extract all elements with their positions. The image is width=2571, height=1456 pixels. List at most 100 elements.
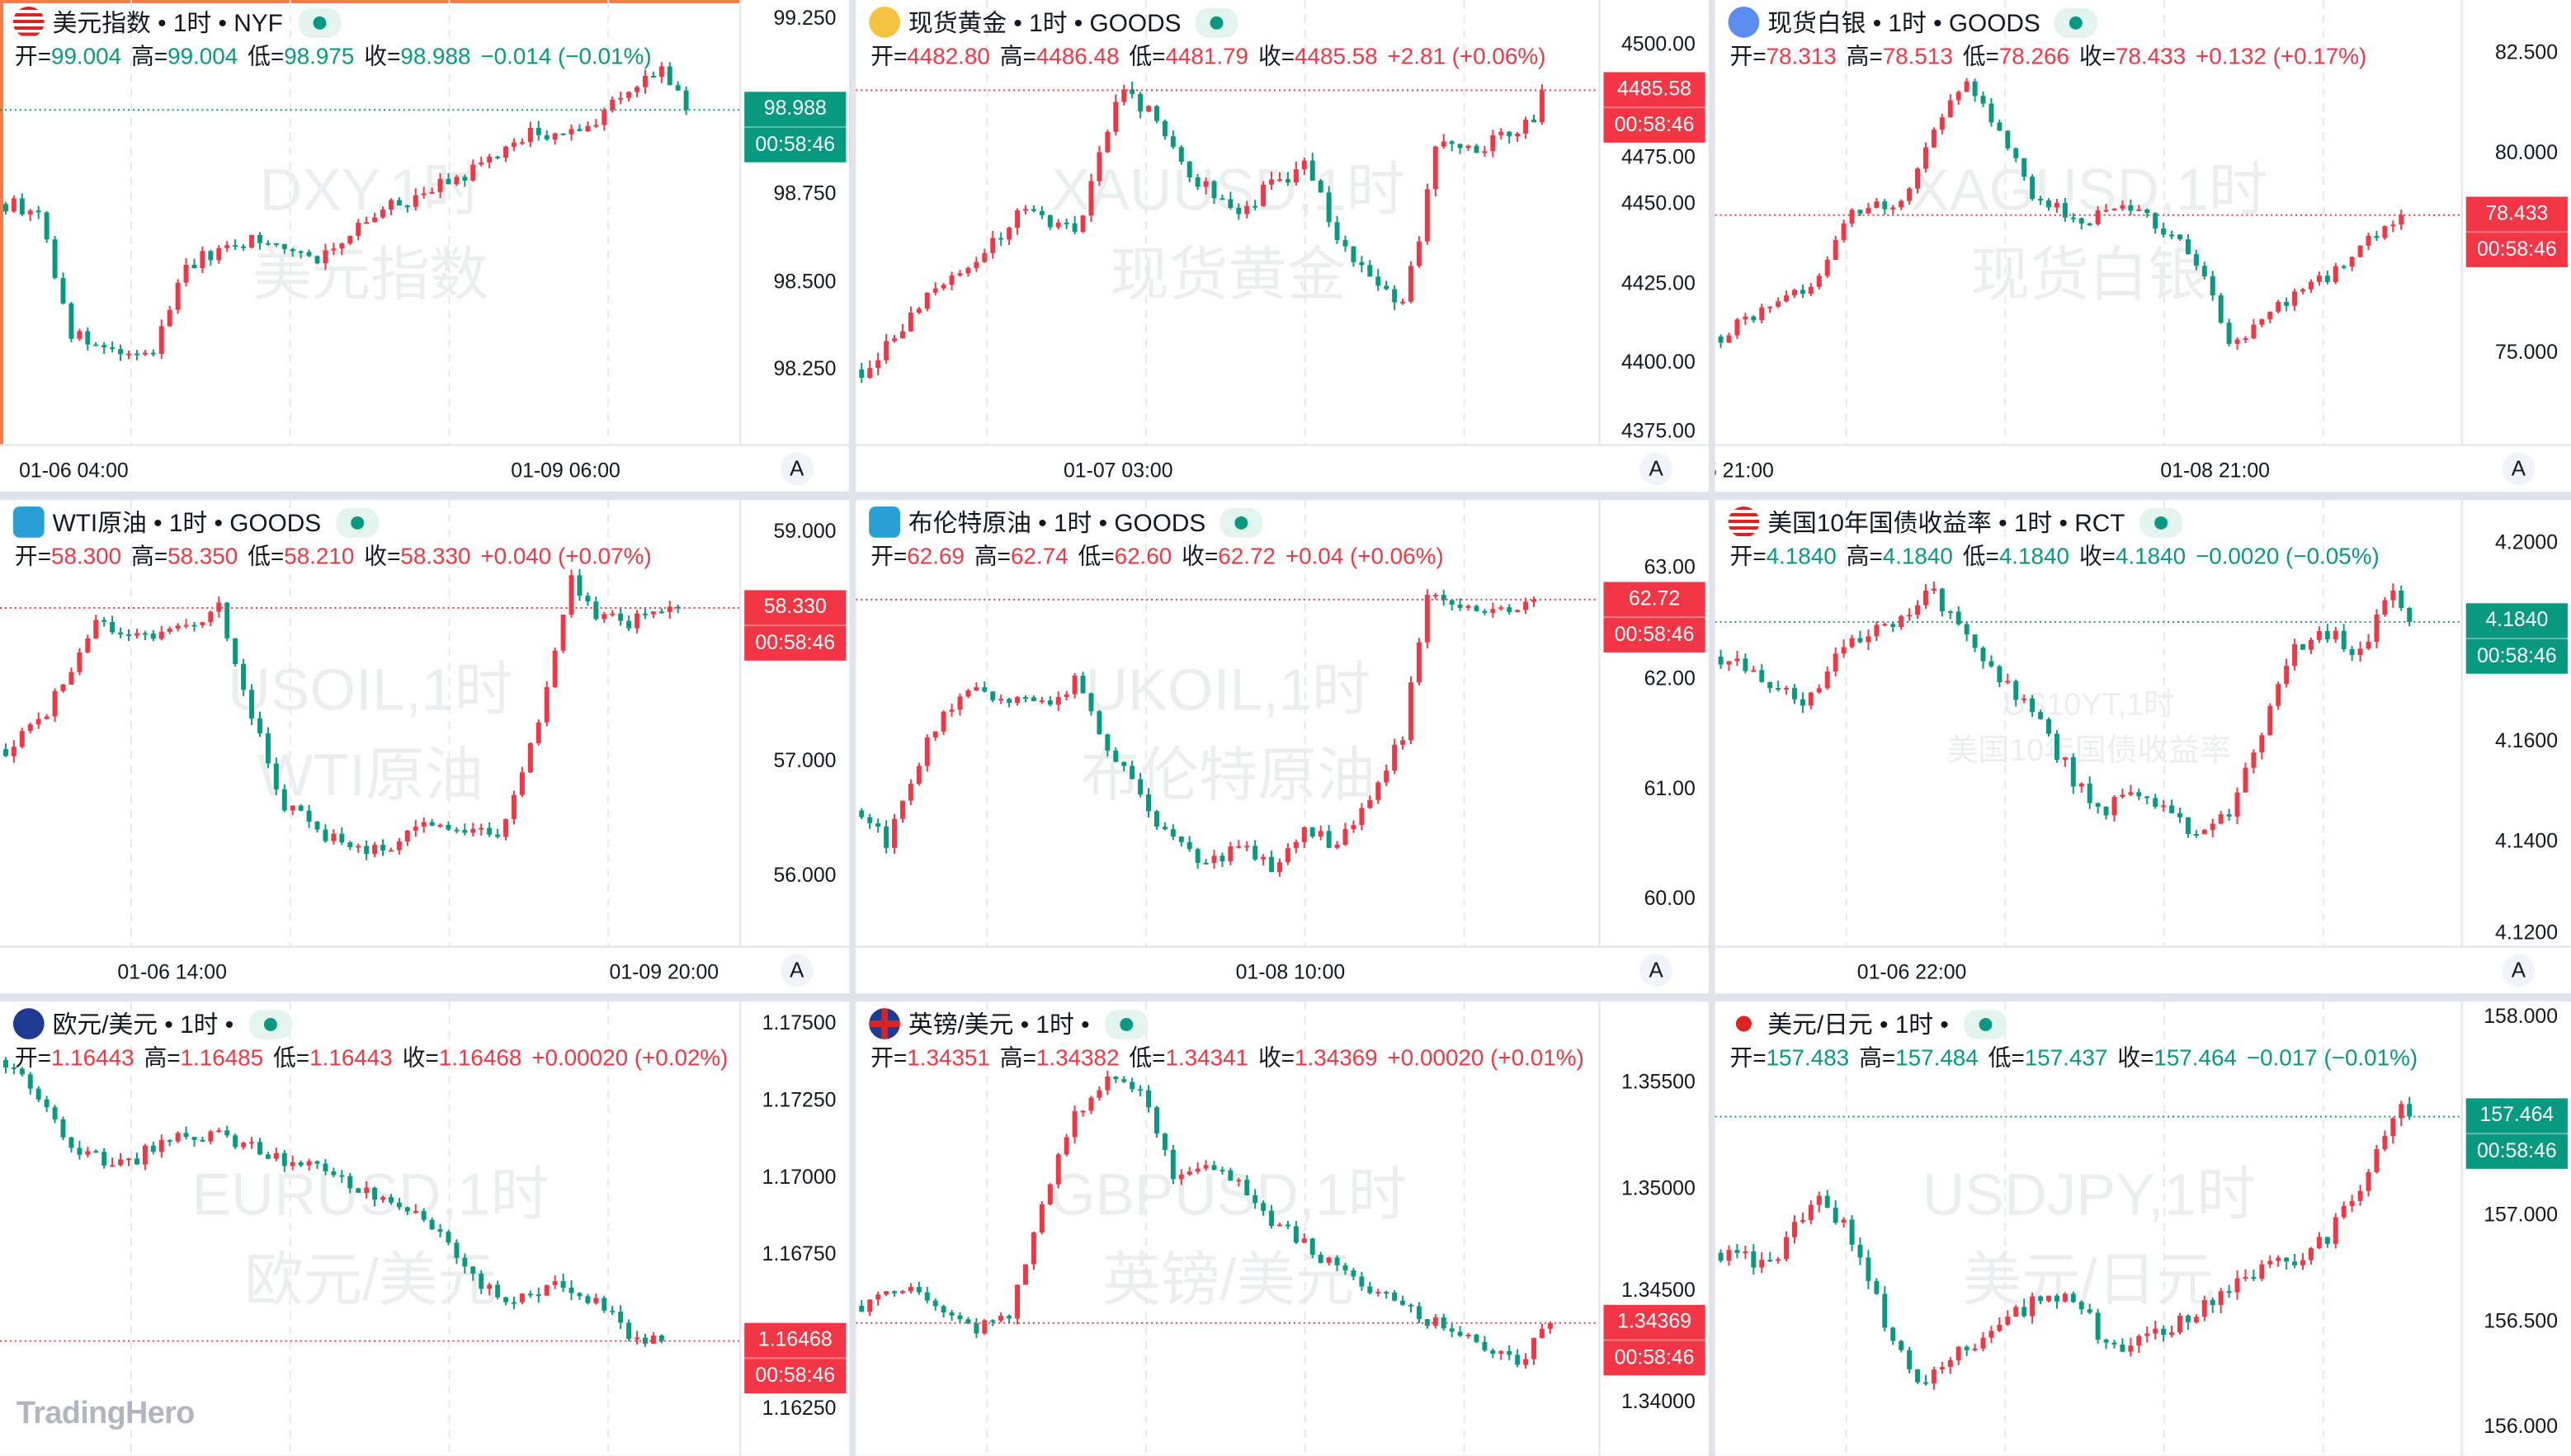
auto-scale-button[interactable]: A (780, 954, 814, 987)
candle (2005, 130, 2011, 151)
symbol-header[interactable]: 欧元/美元 • 1时 • (12, 1006, 291, 1041)
symbol-header[interactable]: 现货黄金 • 1时 • GOODS (869, 5, 1239, 40)
candle (1105, 1070, 1111, 1096)
price-axis[interactable]: 4.2000 4.1600 4.1400 4.1200 4.1840 00:58:46 (2460, 500, 2571, 948)
chart-panel[interactable]: EURUSD,1时 欧元/美元 欧元/美元 • 1时 • 开=1.16443 高=1.1… (0, 1001, 850, 1456)
candle (2234, 787, 2240, 824)
price-axis[interactable]: 158.000 157.000 156.500 156.000 157.464 00:58… (2460, 1001, 2571, 1456)
ohlc-legend: 开=1.16443 高=1.16485 低=1.16443 收=1.16468 +0.0… (15, 1041, 729, 1074)
candle (1367, 795, 1373, 809)
time-axis[interactable]: 01-06 04:00 01-09 06:00 A (0, 444, 850, 492)
price-tick-label: 1.35500 (1620, 1070, 1696, 1094)
symbol-title[interactable]: 欧元/美元 • 1时 • (52, 1011, 234, 1039)
candle (965, 1317, 971, 1325)
candle (618, 92, 624, 105)
candle (1301, 826, 1307, 848)
time-axis[interactable]: 01-06 14:00 01-09 20:00 A (0, 945, 850, 994)
candle (183, 257, 189, 287)
candle (1072, 672, 1078, 699)
symbol-title[interactable]: WTI原油 • 1时 • GOODS (52, 510, 322, 538)
symbol-title[interactable]: 现货白银 • 1时 • GOODS (1767, 9, 2040, 38)
candle (2169, 230, 2175, 239)
chart-panel[interactable]: XAUUSD,1时 现货黄金 现货黄金 • 1时 • GOODS 开=4482.80 高… (856, 0, 1709, 492)
symbol-header[interactable]: 美元/日元 • 1时 • (1728, 1006, 2007, 1041)
symbol-header[interactable]: WTI原油 • 1时 • GOODS (12, 505, 379, 540)
symbol-header[interactable]: 英镑/美元 • 1时 • (869, 1006, 1148, 1041)
symbol-title[interactable]: 英镑/美元 • 1时 • (908, 1011, 1090, 1039)
price-tick-label: 99.250 (773, 6, 837, 30)
price-tick-label: 1.17000 (762, 1165, 837, 1189)
chart-panel[interactable]: USDJPY,1时 美元/日元 美元/日元 • 1时 • 开=157.483 高=157… (1715, 1001, 2571, 1456)
candle (101, 616, 107, 627)
candle (2177, 1312, 2182, 1335)
candlestick-plot[interactable] (0, 500, 742, 948)
chart-panel[interactable]: UKOIL,1时 布伦特原油 布伦特原油 • 1时 • GOODS 开=62.69 高=… (856, 500, 1709, 994)
candle (1080, 214, 1086, 233)
candlestick-plot[interactable] (1715, 0, 2463, 446)
candle (1890, 1326, 1896, 1345)
candle (634, 1331, 640, 1345)
price-tick-label: 1.17250 (762, 1088, 837, 1112)
symbol-title[interactable]: 美元/日元 • 1时 • (1767, 1011, 1949, 1039)
time-axis[interactable]: 01-06 22:00 A (1715, 945, 2571, 994)
candle (1767, 306, 1773, 313)
candle (1277, 858, 1282, 877)
candle (437, 822, 443, 828)
price-axis[interactable]: 4500.00 4475.00 4450.00 4425.00 4400.00 4375.… (1598, 0, 1709, 446)
candle (1113, 747, 1119, 762)
candlestick-plot[interactable] (856, 1001, 1601, 1456)
auto-scale-button[interactable]: A (2502, 954, 2536, 987)
time-axis[interactable]: 01-08 10:00 A (856, 945, 1709, 994)
chart-panel[interactable]: XAGUSD,1时 现货白银 现货白银 • 1时 • GOODS 开=78.313 高=… (1715, 0, 2571, 492)
symbol-header[interactable]: 美国10年国债收益率 • 1时 • RCT (1728, 505, 2183, 540)
candle (1882, 199, 1888, 215)
candlestick-plot[interactable] (1715, 1001, 2463, 1456)
candle (249, 234, 255, 249)
price-axis[interactable]: 99.250 98.750 98.500 98.250 98.988 00:58:46 (739, 0, 850, 446)
symbol-header[interactable]: 布伦特原油 • 1时 • GOODS (869, 505, 1263, 540)
last-price-label: 58.330 00:58:46 (744, 590, 847, 661)
chart-panel[interactable]: GBPUSD,1时 英镑/美元 英镑/美元 • 1时 • 开=1.34351 高=1.3… (856, 1001, 1709, 1456)
auto-scale-button[interactable]: A (780, 452, 814, 486)
time-axis[interactable]: 01-07 03:00 A (856, 444, 1709, 492)
symbol-header[interactable]: 现货白银 • 1时 • GOODS (1728, 5, 2098, 40)
time-axis[interactable]: 5 21:00 01-08 21:00 A (1715, 444, 2571, 492)
candle (916, 307, 922, 314)
auto-scale-button[interactable]: A (1639, 954, 1672, 987)
candle (60, 1116, 66, 1141)
candle (965, 688, 971, 699)
candle (1309, 1237, 1315, 1259)
candlestick-plot[interactable] (0, 0, 742, 446)
chart-panel[interactable]: DXY,1时 美元指数 美元指数 • 1时 • NYF 开=99.004 高=99.00… (0, 0, 850, 492)
candle (1759, 664, 1765, 683)
candle (356, 843, 361, 853)
price-axis[interactable]: 1.17500 1.17250 1.17000 1.16750 1.16250 1.164… (739, 1001, 850, 1456)
price-axis[interactable]: 59.000 57.000 56.000 58.330 00:58:46 (739, 500, 850, 948)
price-axis[interactable]: 63.00 62.00 61.00 60.00 62.72 00:58:46 (1598, 500, 1709, 948)
candle (1039, 696, 1045, 704)
candle (2078, 1300, 2084, 1315)
chart-panel[interactable]: USOIL,1时 WTI原油 WTI原油 • 1时 • GOODS 开=58.300 高… (0, 500, 850, 994)
symbol-title[interactable]: 美元指数 • 1时 • NYF (52, 9, 283, 38)
ohlc-value-high: 1.34382 (1035, 1044, 1120, 1071)
candle (2316, 1232, 2322, 1250)
candle (2103, 204, 2109, 213)
last-price-value: 58.330 (763, 595, 827, 618)
symbol-header[interactable]: 美元指数 • 1时 • NYF (12, 5, 341, 40)
symbol-title[interactable]: 现货黄金 • 1时 • GOODS (908, 9, 1182, 38)
symbol-title[interactable]: 美国10年国债收益率 • 1时 • RCT (1767, 510, 2125, 538)
price-axis[interactable]: 82.500 80.000 75.000 78.433 00:58:46 (2460, 0, 2571, 446)
candle (372, 212, 378, 223)
candlestick-plot[interactable] (0, 1001, 742, 1456)
symbol-title[interactable]: 布伦特原油 • 1时 • GOODS (908, 510, 1206, 538)
candle (1833, 235, 1838, 261)
auto-scale-button[interactable]: A (1639, 452, 1672, 486)
price-axis[interactable]: 1.35500 1.35000 1.34500 1.34000 1.34369 00:58… (1598, 1001, 1709, 1456)
chart-panel[interactable]: US10YT,1时 美国10年国债收益率 美国10年国债收益率 • 1时 • RCT… (1715, 500, 2571, 994)
auto-scale-button[interactable]: A (2502, 452, 2536, 486)
candlestick-plot[interactable] (856, 500, 1601, 948)
candle (142, 630, 148, 641)
candle (577, 1292, 583, 1300)
candlestick-plot[interactable] (1715, 500, 2463, 948)
candlestick-plot[interactable] (856, 0, 1601, 446)
